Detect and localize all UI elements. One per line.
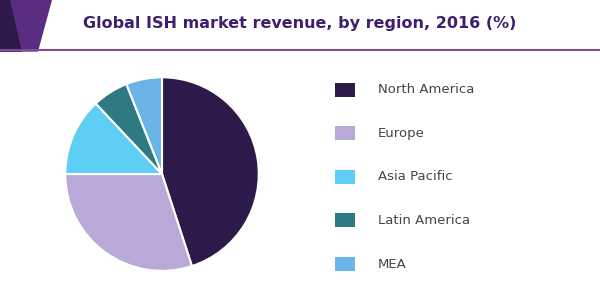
Wedge shape bbox=[65, 104, 162, 174]
Text: North America: North America bbox=[378, 83, 475, 96]
Text: MEA: MEA bbox=[378, 258, 407, 271]
FancyBboxPatch shape bbox=[335, 170, 355, 184]
Wedge shape bbox=[65, 174, 192, 271]
Text: Global ISH market revenue, by region, 2016 (%): Global ISH market revenue, by region, 20… bbox=[83, 16, 517, 31]
Polygon shape bbox=[0, 0, 22, 52]
Text: Europe: Europe bbox=[378, 127, 425, 140]
Text: Asia Pacific: Asia Pacific bbox=[378, 171, 453, 183]
Polygon shape bbox=[0, 0, 52, 52]
Wedge shape bbox=[127, 77, 162, 174]
Wedge shape bbox=[162, 77, 259, 266]
Text: Latin America: Latin America bbox=[378, 214, 470, 227]
FancyBboxPatch shape bbox=[335, 126, 355, 140]
FancyBboxPatch shape bbox=[335, 83, 355, 97]
Wedge shape bbox=[96, 84, 162, 174]
FancyBboxPatch shape bbox=[335, 213, 355, 227]
FancyBboxPatch shape bbox=[335, 257, 355, 271]
